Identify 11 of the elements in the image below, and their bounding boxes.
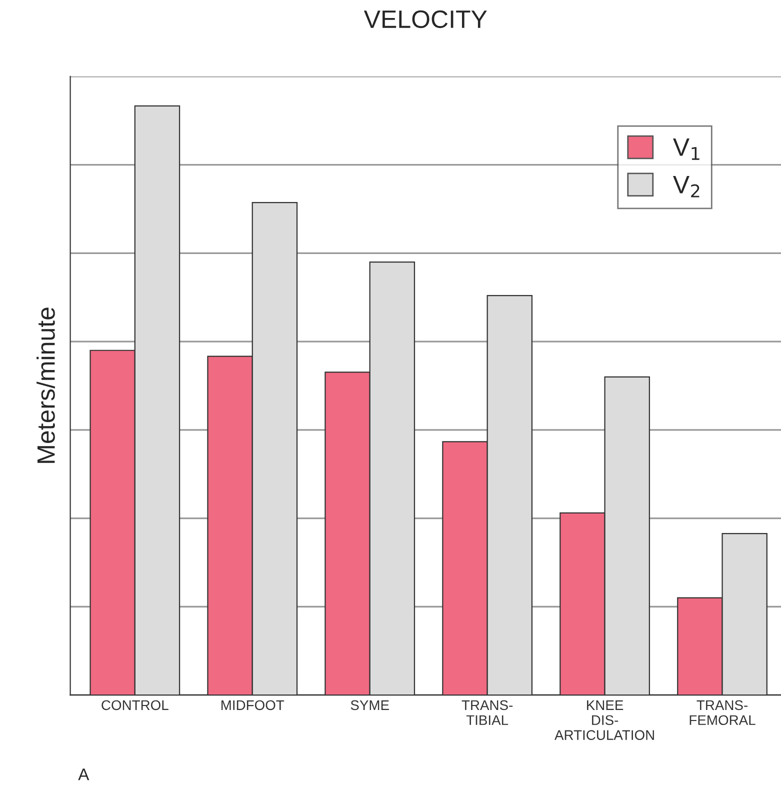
chart-title: VELOCITY	[364, 10, 487, 28]
text: A	[78, 768, 90, 780]
x-tick-label: SYME	[350, 700, 389, 710]
legend-label: V$_{1}$	[673, 138, 700, 160]
x-tick-label: CONTROL	[102, 700, 168, 710]
x-tick-label: MIDFOOT	[221, 700, 284, 710]
x-tick-label: KNEE DIS- ARTICULATION	[554, 700, 654, 740]
x-tick-label: TRANS- TIBIAL	[462, 700, 513, 725]
legend-label: V$_{2}$	[673, 176, 700, 198]
x-tick-label: TRANS- FEMORAL	[690, 700, 756, 726]
y-axis-title: Meters/minute	[36, 308, 55, 463]
